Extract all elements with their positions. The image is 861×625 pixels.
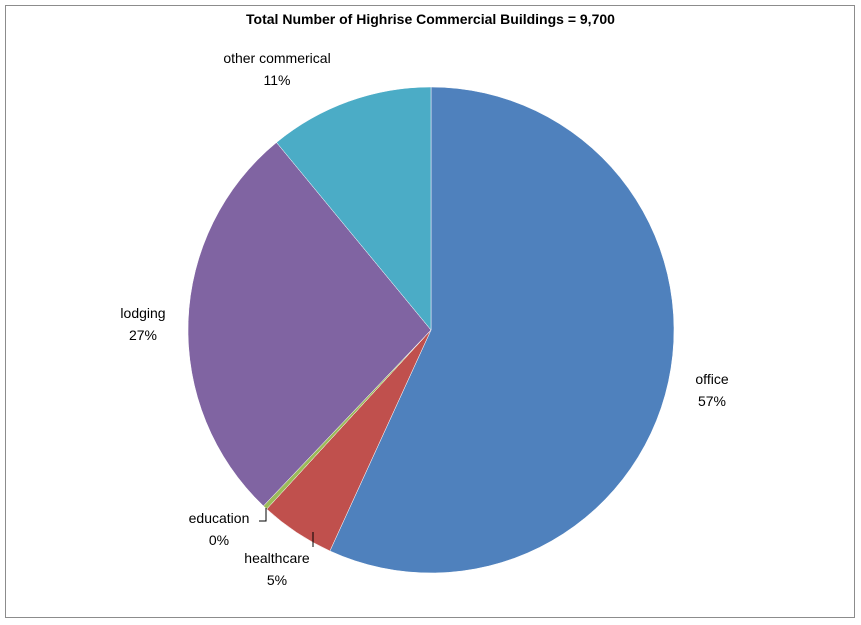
slice-label-education: education	[189, 510, 250, 526]
leader-line-education	[259, 508, 267, 522]
slice-percent-office: 57%	[698, 393, 726, 409]
slice-percent-education: 0%	[209, 532, 229, 548]
slice-label-lodging: lodging	[120, 305, 165, 321]
slice-label-other-commerical: other commerical	[223, 50, 330, 66]
slice-percent-healthcare: 5%	[267, 572, 287, 588]
slice-percent-lodging: 27%	[129, 327, 157, 343]
slice-label-office: office	[695, 371, 728, 387]
slice-percent-other-commerical: 11%	[264, 72, 291, 88]
chart-title: Total Number of Highrise Commercial Buil…	[246, 11, 615, 27]
pie-slice-other-commerical	[276, 86, 432, 331]
pie-slice-office	[329, 86, 675, 574]
pie-slice-lodging	[187, 142, 432, 507]
slice-label-healthcare: healthcare	[244, 550, 310, 566]
